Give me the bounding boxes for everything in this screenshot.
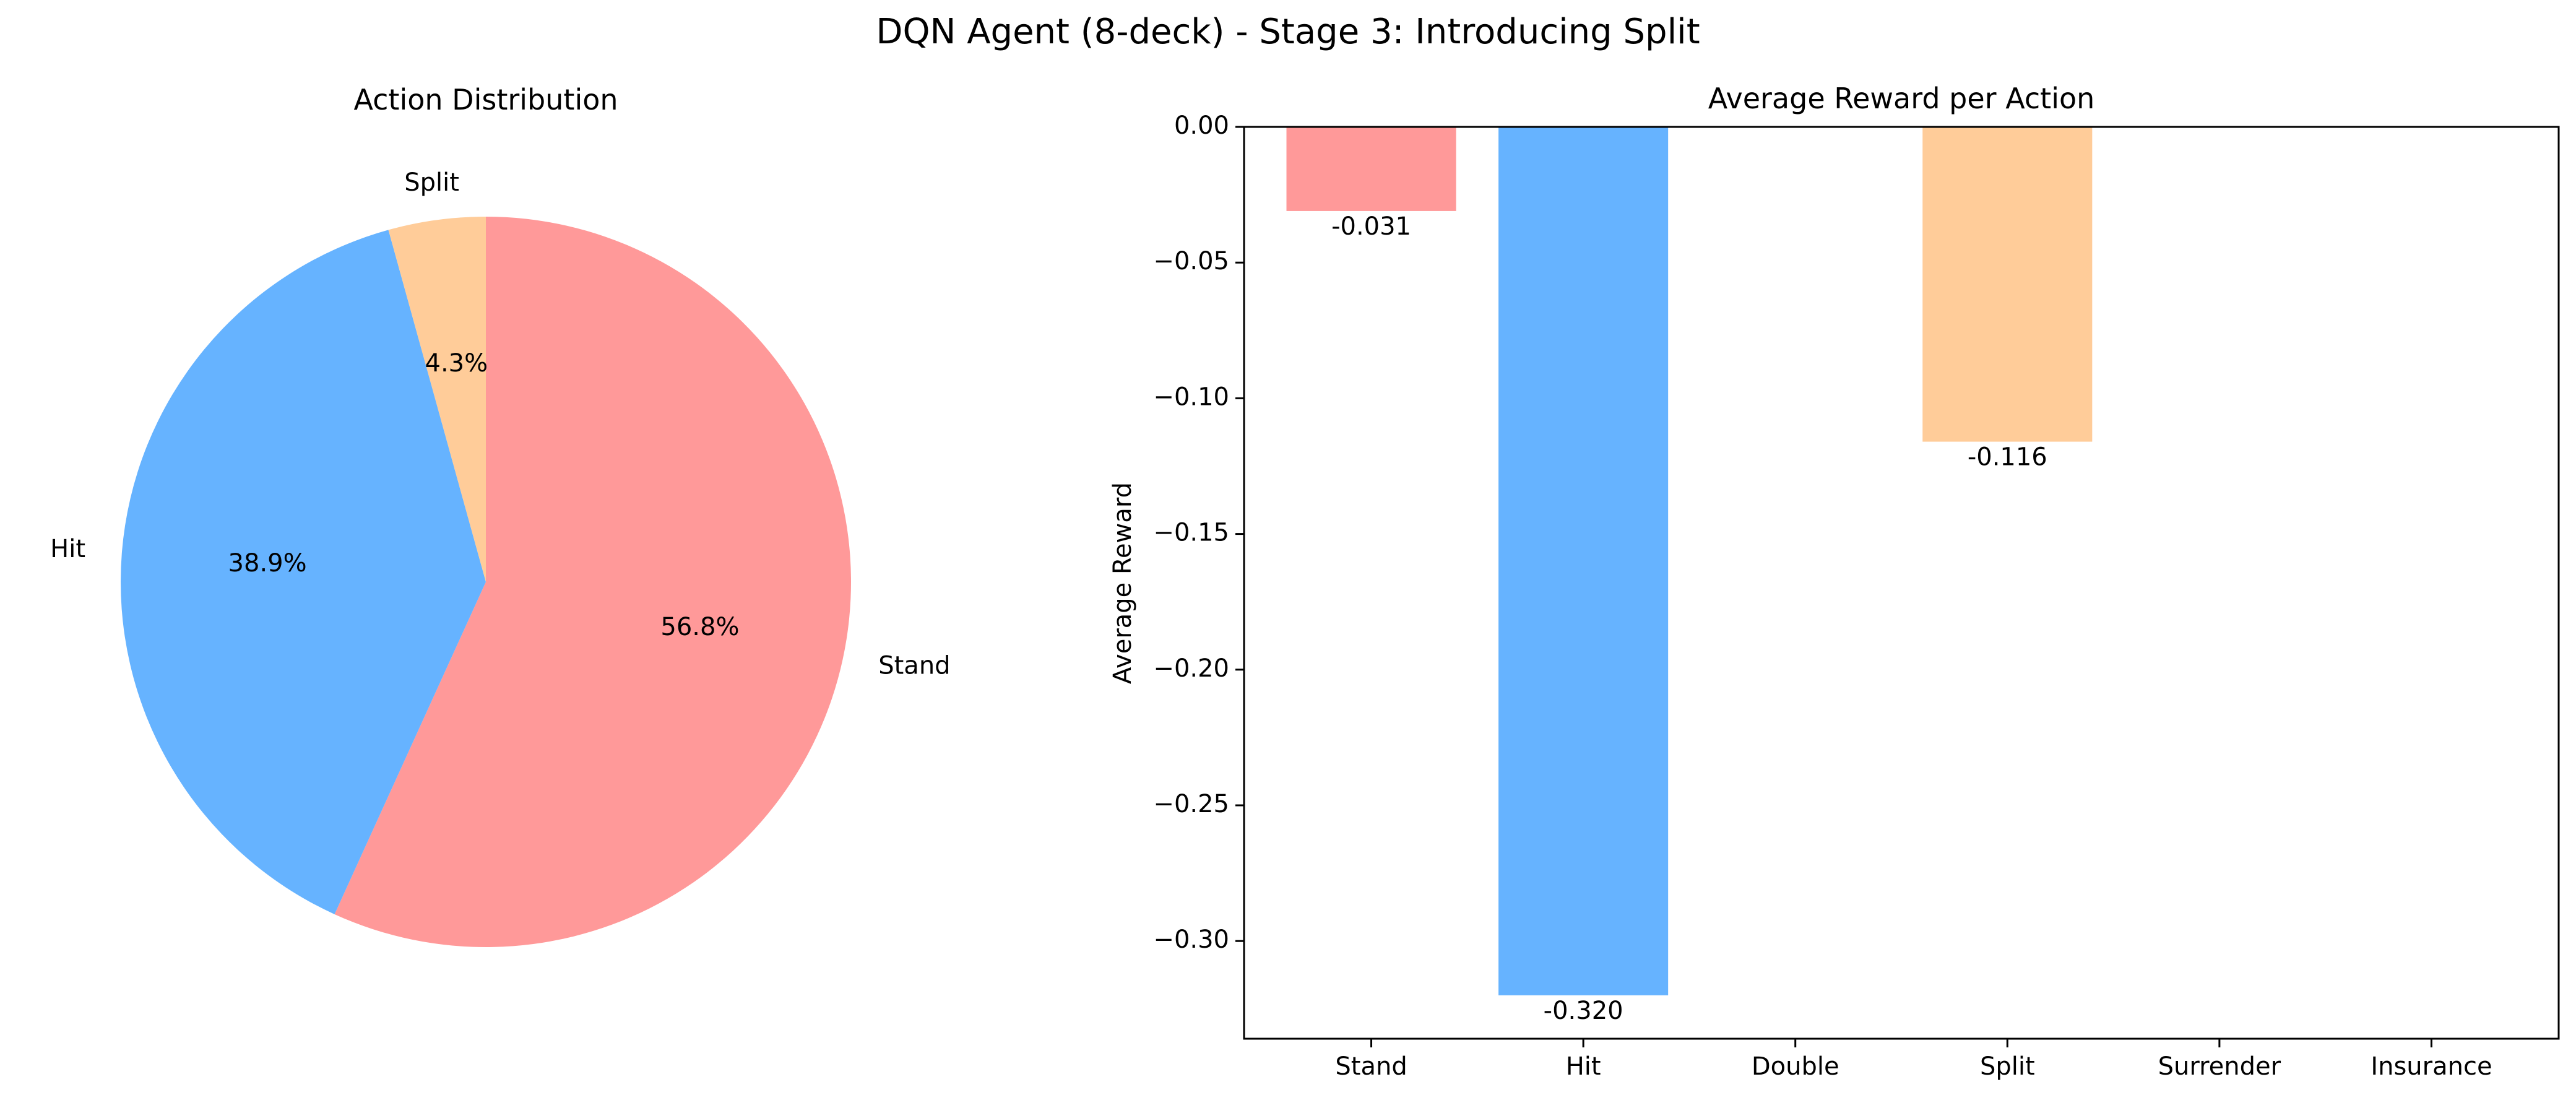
bar-hit [1498,127,1669,995]
pie-slice-label-split: Split [404,168,459,197]
bar-split [1922,127,2093,442]
bar-value-label-split: -0.116 [1968,443,2047,472]
x-tick-label-insurance: Insurance [2371,1052,2492,1081]
x-axis: Stand Hit Double Split Surrender Insurance [1335,1039,2492,1081]
y-tick-label: −0.30 [1153,925,1229,954]
bar-value-label-hit: -0.320 [1544,997,1623,1025]
pie-slice-label-hit: Hit [50,535,85,563]
pie-slice-split [388,217,486,582]
y-tick-label: −0.15 [1153,519,1229,547]
y-tick-label: −0.25 [1153,790,1229,818]
pie-slice-label-stand: Stand [878,652,950,680]
x-tick-label-split: Split [1980,1052,2035,1081]
y-axis-label: Average Reward [1109,482,1137,684]
bars [1286,127,2093,995]
y-tick-label: −0.10 [1153,383,1229,411]
bar-stand [1286,127,1456,211]
plot-area-frame [1243,126,2560,1040]
x-tick-label-surrender: Surrender [2158,1052,2281,1081]
y-axis: 0.00 −0.05 −0.10 −0.15 −0.20 −0.25 −0.30 [1153,111,1244,954]
x-tick-label-double: Double [1752,1052,1839,1081]
pie-slice-pct-split: 4.3% [425,349,488,378]
x-tick-label-stand: Stand [1335,1052,1407,1081]
pie-slice-pct-hit: 38.9% [228,549,307,578]
y-tick-label: 0.00 [1174,111,1229,140]
pie-slices [121,217,852,948]
bar-chart-title: Average Reward per Action [1708,82,2095,115]
pie-chart-panel: Action Distribution Stand 56.8% Hit 38.9% Sp… [50,83,951,948]
pie-chart-title: Action Distribution [353,83,618,116]
figure-title: DQN Agent (8-deck) - Stage 3: Introducin… [876,12,1700,52]
pie-slice-pct-stand: 56.8% [660,613,739,641]
bar-value-labels: -0.031 -0.320 -0.116 [1331,212,2047,1025]
pie-labels: Stand 56.8% Hit 38.9% Split 4.3% [50,168,950,680]
pie-slice-hit [121,230,486,914]
y-tick-label: −0.20 [1153,654,1229,683]
bar-value-label-stand: -0.031 [1331,212,1411,241]
bar-chart-panel: Average Reward per Action -0.031-0.320-0… [1109,82,2560,1081]
pie-slice-stand [334,217,852,948]
x-tick-label-hit: Hit [1566,1052,1601,1081]
y-tick-label: −0.05 [1153,247,1229,275]
